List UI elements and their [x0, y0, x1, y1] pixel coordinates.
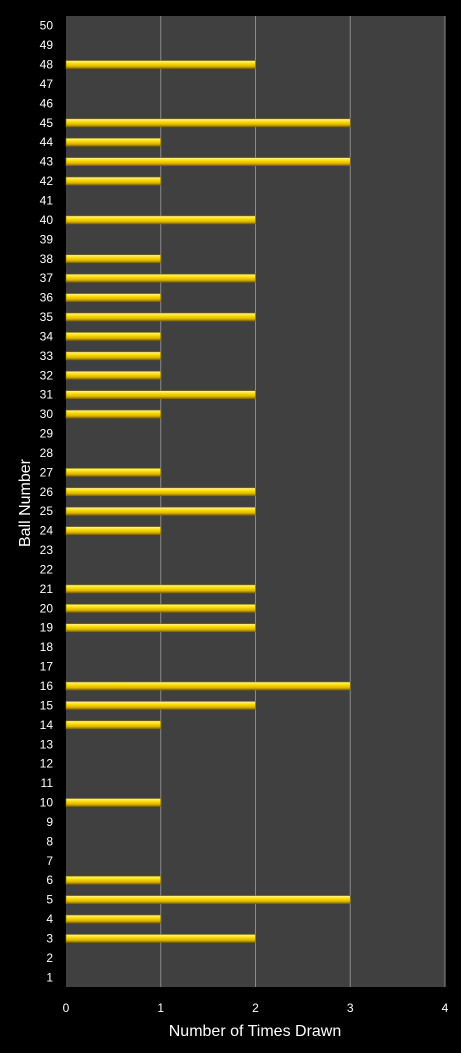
bar-ball-35 — [65, 312, 256, 322]
y-axis-title: Ball Number — [17, 458, 34, 547]
y-tick-label: 9 — [46, 815, 53, 829]
bar-ball-31 — [65, 390, 256, 399]
bar-ball-44 — [65, 137, 162, 147]
y-tick-label: 39 — [40, 232, 54, 246]
bar-ball-48 — [65, 60, 256, 69]
x-axis-title: Number of Times Drawn — [169, 1023, 342, 1040]
bar-ball-24 — [65, 526, 162, 535]
bar-ball-42 — [65, 176, 162, 186]
y-tick-label: 50 — [40, 19, 54, 33]
bar-ball-27 — [65, 468, 162, 477]
y-tick-label: 16 — [40, 679, 54, 693]
x-tick-label: 3 — [347, 1001, 354, 1015]
y-tick-label: 43 — [40, 155, 54, 169]
bars — [65, 60, 351, 943]
y-tick-label: 13 — [40, 737, 54, 751]
x-tick-label: 2 — [252, 1001, 259, 1015]
bar-ball-25 — [65, 506, 256, 516]
y-tick-label: 15 — [40, 698, 54, 712]
y-tick-label: 34 — [40, 329, 54, 343]
y-tick-label: 4 — [46, 912, 53, 926]
y-tick-label: 37 — [40, 271, 54, 285]
y-tick-label: 19 — [40, 621, 54, 635]
y-tick-label: 46 — [40, 96, 54, 110]
y-tick-label: 21 — [40, 582, 54, 596]
bar-ball-34 — [65, 332, 162, 341]
y-tick-label: 22 — [40, 562, 54, 576]
y-tick-label: 17 — [40, 660, 54, 674]
y-tick-label: 7 — [46, 854, 53, 868]
y-tick-label: 8 — [46, 834, 53, 848]
y-tick-label: 30 — [40, 407, 54, 421]
bar-ball-3 — [65, 934, 256, 943]
y-tick-label: 40 — [40, 213, 54, 227]
y-tick-label: 6 — [46, 873, 53, 887]
y-tick-label: 10 — [40, 796, 54, 810]
bar-ball-20 — [65, 604, 256, 613]
y-tick-label: 11 — [41, 776, 54, 790]
y-tick-label: 23 — [40, 543, 54, 557]
x-tick-label: 1 — [157, 1001, 164, 1015]
bar-ball-38 — [65, 254, 162, 264]
y-tick-label: 29 — [40, 427, 54, 441]
y-tick-label: 42 — [40, 174, 54, 188]
bar-ball-32 — [65, 370, 162, 380]
bar-ball-5 — [65, 895, 351, 904]
bar-ball-4 — [65, 914, 162, 924]
bar-ball-33 — [65, 351, 162, 361]
bar-ball-30 — [65, 409, 162, 419]
y-tick-label: 44 — [40, 135, 54, 149]
y-tick-label: 35 — [40, 310, 54, 324]
y-tick-label: 33 — [40, 349, 54, 363]
y-tick-label: 32 — [40, 368, 54, 382]
y-tick-label: 26 — [40, 485, 54, 499]
y-tick-label: 41 — [40, 193, 54, 207]
y-tick-label: 18 — [40, 640, 54, 654]
y-tick-label: 47 — [40, 77, 54, 91]
bar-ball-26 — [65, 487, 256, 497]
y-tick-label: 27 — [40, 465, 54, 479]
bar-ball-45 — [65, 118, 351, 128]
y-tick-label: 12 — [40, 757, 54, 771]
y-tick-label: 45 — [40, 116, 54, 130]
y-tick-label: 31 — [40, 388, 54, 402]
y-tick-label: 3 — [46, 931, 53, 945]
y-tick-label: 24 — [40, 524, 54, 538]
x-tick-labels: 0 1 2 3 4 — [63, 1001, 449, 1015]
bar-ball-19 — [65, 623, 256, 633]
y-tick-label: 14 — [40, 718, 54, 732]
bar-ball-16 — [65, 681, 351, 691]
y-tick-label: 1 — [46, 970, 53, 984]
y-tick-label: 25 — [40, 504, 54, 518]
bar-ball-36 — [65, 293, 162, 302]
y-tick-label: 36 — [40, 291, 54, 305]
y-tick-label: 5 — [46, 893, 53, 907]
x-tick-label: 0 — [63, 1001, 70, 1015]
bar-ball-21 — [65, 584, 256, 594]
bar-ball-43 — [65, 157, 351, 166]
y-tick-labels: 1234567891011121314151617181920212223242… — [40, 19, 54, 985]
y-tick-label: 48 — [40, 58, 54, 72]
bar-ball-10 — [65, 798, 162, 807]
y-tick-label: 38 — [40, 252, 54, 266]
y-tick-label: 20 — [40, 601, 54, 615]
y-tick-label: 49 — [40, 38, 54, 52]
bar-ball-6 — [65, 875, 162, 885]
x-tick-label: 4 — [442, 1001, 449, 1015]
y-tick-label: 2 — [46, 951, 53, 965]
bar-ball-15 — [65, 701, 256, 710]
bar-ball-40 — [65, 215, 256, 225]
bar-ball-14 — [65, 720, 162, 730]
y-tick-label: 28 — [40, 446, 54, 460]
bar-ball-37 — [65, 273, 256, 283]
